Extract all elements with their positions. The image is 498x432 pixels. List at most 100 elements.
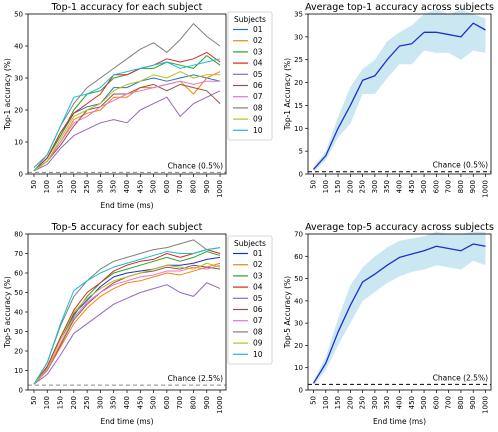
x-tick-label: 50 bbox=[30, 396, 38, 405]
legend-title: Subjects bbox=[234, 239, 266, 248]
chart-panel-2: Average top-1 accuracy across subjects Ch… bbox=[283, 2, 494, 198]
y-tick-label: 10 bbox=[14, 139, 23, 147]
legend-entry-01: 01 bbox=[253, 249, 263, 258]
legend-entry-07: 07 bbox=[253, 92, 263, 101]
x-tick-label: 200 bbox=[346, 180, 354, 193]
y-tick-label: 25 bbox=[294, 56, 303, 64]
x-tick-label: 450 bbox=[136, 180, 144, 193]
x-tick-label: 800 bbox=[189, 396, 197, 409]
y-tick-label: 60 bbox=[14, 270, 23, 278]
legend-entry-06: 06 bbox=[253, 81, 263, 90]
series-line-10 bbox=[33, 247, 221, 385]
y-tick-label: 20 bbox=[294, 342, 303, 350]
x-tick-label: 700 bbox=[176, 396, 184, 409]
x-tick-label: 700 bbox=[445, 396, 453, 409]
series-line-04 bbox=[33, 249, 221, 385]
y-tick-label: 0 bbox=[299, 387, 303, 395]
x-tick-label: 900 bbox=[203, 396, 211, 409]
series-line-04 bbox=[33, 51, 221, 172]
x-tick-label: 250 bbox=[83, 396, 91, 409]
y-tick-label: 35 bbox=[294, 11, 303, 19]
series-line-05 bbox=[33, 90, 221, 172]
x-tick-label: 500 bbox=[420, 180, 428, 193]
y-tick-label: 20 bbox=[14, 348, 23, 356]
legend-entry-04: 04 bbox=[253, 59, 263, 68]
legend-entry-06: 06 bbox=[253, 305, 263, 314]
chance-label: Chance (0.5%) bbox=[168, 161, 223, 170]
legend-entry-04: 04 bbox=[253, 283, 263, 292]
chart-panel-4: Average top-5 accuracy across subjects Ch… bbox=[283, 222, 494, 426]
x-tick-label: 900 bbox=[203, 180, 211, 193]
x-tick-label: 400 bbox=[396, 180, 404, 193]
x-tick-label: 100 bbox=[43, 180, 51, 193]
legend-entry-10: 10 bbox=[253, 350, 263, 359]
y-tick-label: 30 bbox=[294, 320, 303, 328]
x-tick-label: 600 bbox=[432, 396, 440, 409]
x-tick-label: 450 bbox=[136, 396, 144, 409]
y-tick-label: 60 bbox=[294, 253, 303, 261]
legend-entry-02: 02 bbox=[253, 260, 263, 269]
x-tick-label: 350 bbox=[110, 180, 118, 193]
chart-title: Top-5 accuracy for each subject bbox=[51, 222, 203, 233]
legend-entry-07: 07 bbox=[253, 316, 263, 325]
x-tick-label: 350 bbox=[383, 180, 391, 193]
y-tick-label: 40 bbox=[14, 309, 23, 317]
x-tick-label: 200 bbox=[70, 396, 78, 409]
y-tick-label: 10 bbox=[14, 367, 23, 375]
x-tick-label: 900 bbox=[469, 180, 477, 193]
x-tick-label: 700 bbox=[445, 180, 453, 193]
chance-label: Chance (0.5%) bbox=[433, 161, 488, 170]
x-tick-label: 200 bbox=[70, 180, 78, 193]
x-tick-label: 400 bbox=[123, 180, 131, 193]
x-tick-label: 100 bbox=[43, 396, 51, 409]
chart-panel-3: Top-5 accuracy for each subject Chance (2… bbox=[3, 222, 273, 426]
y-tick-label: 70 bbox=[294, 231, 303, 239]
legend-entry-03: 03 bbox=[253, 271, 263, 280]
x-tick-label: 200 bbox=[346, 396, 354, 409]
chart-title: Average top-1 accuracy across subjects bbox=[305, 2, 494, 13]
y-tick-label: 5 bbox=[299, 148, 303, 156]
x-tick-label: 700 bbox=[176, 180, 184, 193]
series-line-07 bbox=[33, 80, 221, 172]
y-tick-label: 30 bbox=[294, 33, 303, 41]
x-tick-label: 1000 bbox=[216, 396, 224, 414]
x-tick-label: 1000 bbox=[482, 396, 490, 414]
y-axis-label: Top-1 Accuracy (%) bbox=[283, 58, 292, 131]
x-tick-label: 50 bbox=[309, 180, 317, 189]
series-line-09 bbox=[33, 262, 221, 385]
x-tick-label: 600 bbox=[432, 180, 440, 193]
y-tick-label: 50 bbox=[14, 289, 23, 297]
series-line-mean bbox=[313, 22, 486, 170]
series-line-03 bbox=[33, 55, 221, 172]
chart-panel-1: Top-1 accuracy for each subject Chance (0… bbox=[3, 2, 273, 210]
y-tick-label: 0 bbox=[19, 171, 23, 179]
x-tick-label: 500 bbox=[150, 396, 158, 409]
series-line-02 bbox=[33, 71, 221, 172]
x-tick-label: 250 bbox=[359, 180, 367, 193]
series-line-08 bbox=[33, 239, 221, 385]
y-axis-label: Top-1 accuracy (%) bbox=[3, 58, 12, 131]
series-line-08 bbox=[33, 23, 221, 168]
x-tick-label: 150 bbox=[334, 396, 342, 409]
series-line-02 bbox=[33, 262, 221, 385]
y-tick-label: 15 bbox=[294, 102, 303, 110]
x-tick-label: 450 bbox=[408, 396, 416, 409]
series-line-05 bbox=[33, 282, 221, 385]
y-tick-label: 50 bbox=[14, 11, 23, 19]
x-tick-label: 400 bbox=[123, 396, 131, 409]
y-tick-label: 70 bbox=[14, 250, 23, 258]
x-tick-label: 300 bbox=[371, 180, 379, 193]
x-tick-label: 250 bbox=[359, 396, 367, 409]
x-tick-label: 150 bbox=[334, 180, 342, 193]
legend-entry-10: 10 bbox=[253, 126, 263, 135]
y-tick-label: 20 bbox=[14, 107, 23, 115]
confidence-band bbox=[313, 231, 486, 386]
legend-entry-05: 05 bbox=[253, 70, 263, 79]
y-axis-label: Top-5 accuracy (%) bbox=[3, 276, 12, 349]
x-tick-label: 300 bbox=[96, 396, 104, 409]
x-axis-label: End time (ms) bbox=[373, 417, 426, 426]
y-tick-label: 0 bbox=[19, 387, 23, 395]
x-axis-label: End time (ms) bbox=[100, 201, 153, 210]
x-tick-label: 150 bbox=[57, 396, 65, 409]
